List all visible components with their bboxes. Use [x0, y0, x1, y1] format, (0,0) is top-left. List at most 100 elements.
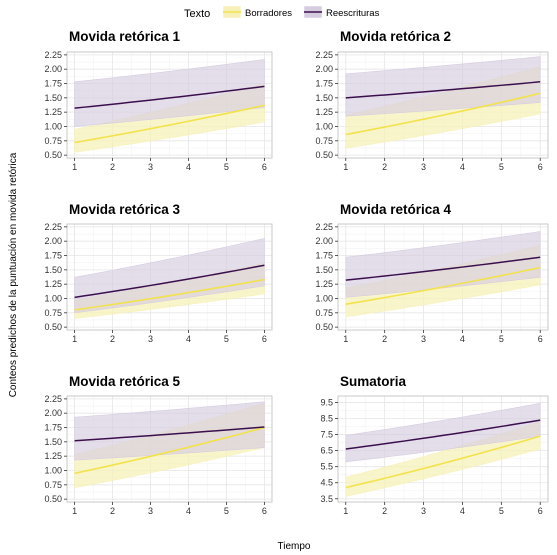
x-tick-label: 3	[421, 334, 426, 344]
x-tick-label: 6	[538, 162, 543, 172]
y-tick-label: 2.25	[44, 222, 62, 232]
y-tick-label: 0.50	[44, 494, 62, 504]
panel-title: Movida retórica 2	[340, 29, 451, 44]
y-tick-label: 1.25	[315, 279, 333, 289]
panel-border	[337, 51, 549, 159]
y-tick-label: 1.50	[44, 437, 62, 447]
x-tick-label: 3	[148, 162, 153, 172]
x-tick-label: 1	[343, 506, 348, 516]
series-line-borradores	[74, 104, 265, 144]
legend-title: Texto	[184, 8, 210, 20]
y-tick-label: 0.50	[44, 150, 62, 160]
x-tick-label: 1	[72, 162, 77, 172]
y-tick-label: 1.50	[44, 93, 62, 103]
series-line-reescrituras	[345, 419, 541, 450]
y-tick-label: 2.00	[44, 64, 62, 74]
y-tick-label: 0.50	[315, 322, 333, 332]
y-tick-label: 0.75	[315, 136, 333, 146]
y-tick-label: 0.75	[44, 308, 62, 318]
series-line-reescrituras	[74, 85, 265, 109]
panel-title: Movida retórica 1	[69, 29, 181, 44]
x-tick-label: 4	[186, 506, 191, 516]
x-tick-label: 5	[499, 334, 504, 344]
x-tick-label: 1	[72, 334, 77, 344]
x-tick-label: 2	[110, 162, 115, 172]
series-line-borradores	[74, 278, 265, 311]
y-tick-label: 1.50	[315, 265, 333, 275]
panel-border	[337, 223, 549, 331]
x-tick-label: 5	[224, 334, 229, 344]
legend: Texto Borradores Reescrituras	[184, 5, 380, 20]
panel-border	[66, 223, 273, 331]
x-tick-label: 3	[148, 334, 153, 344]
y-tick-label: 2.25	[44, 50, 62, 60]
x-tick-label: 2	[110, 334, 115, 344]
legend-label-borradores: Borradores	[245, 8, 292, 19]
confidence-band-reescrituras	[74, 59, 265, 127]
y-tick-label: 2.00	[44, 408, 62, 418]
y-tick-label: 1.75	[315, 79, 333, 89]
y-tick-label: 0.75	[44, 480, 62, 490]
x-tick-label: 6	[262, 506, 267, 516]
y-tick-label: 1.00	[44, 465, 62, 475]
x-tick-label: 1	[72, 506, 77, 516]
y-tick-label: 6.5	[320, 446, 333, 456]
y-tick-label: 5.5	[320, 462, 333, 472]
x-tick-label: 4	[460, 506, 465, 516]
series-line-borradores	[74, 426, 265, 475]
y-tick-label: 2.00	[44, 236, 62, 246]
x-tick-label: 4	[460, 162, 465, 172]
y-tick-label: 4.5	[320, 478, 333, 488]
panel-title: Movida retórica 5	[69, 374, 181, 389]
y-tick-label: 1.50	[44, 265, 62, 275]
y-tick-label: 7.5	[320, 430, 333, 440]
legend-item-borradores: Borradores	[222, 5, 292, 19]
x-tick-label: 2	[110, 506, 115, 516]
series-line-reescrituras	[74, 264, 265, 299]
y-tick-label: 2.00	[315, 64, 333, 74]
y-tick-label: 0.75	[315, 308, 333, 318]
x-tick-label: 1	[343, 162, 348, 172]
y-tick-label: 1.25	[44, 107, 62, 117]
panel-1: Movida retórica 1 0.50 0.75 1.00 1.25 1.50 1.7…	[44, 29, 273, 172]
panel-border	[66, 395, 273, 503]
confidence-band-reescrituras	[345, 231, 541, 298]
y-tick-label: 1.00	[315, 293, 333, 303]
x-tick-label: 5	[499, 506, 504, 516]
x-tick-label: 5	[499, 162, 504, 172]
legend-item-reescrituras: Reescrituras	[303, 5, 380, 19]
x-tick-label: 6	[538, 334, 543, 344]
y-tick-label: 1.25	[44, 279, 62, 289]
y-tick-label: 2.25	[315, 50, 333, 60]
confidence-band-reescrituras	[74, 237, 265, 314]
x-tick-label: 2	[382, 506, 387, 516]
x-tick-label: 4	[186, 334, 191, 344]
series-line-reescrituras	[345, 256, 541, 281]
panel-3: Movida retórica 3 0.50 0.75 1.00 1.25 1.50 1.7…	[44, 202, 273, 344]
panels: Movida retórica 1 0.50 0.75 1.00 1.25 1.50 1.7…	[44, 29, 549, 516]
confidence-band-reescrituras	[345, 56, 541, 117]
y-tick-label: 1.50	[315, 93, 333, 103]
y-tick-label: 3.5	[320, 494, 333, 504]
panel-border	[337, 395, 549, 503]
x-tick-label: 3	[421, 162, 426, 172]
series-line-borradores	[345, 435, 541, 489]
series-line-borradores	[345, 266, 541, 306]
panel-title: Movida retórica 4	[340, 202, 452, 217]
y-axis-title: Conteos predichos de la puntuación en mo…	[8, 152, 19, 397]
y-tick-label: 2.25	[315, 222, 333, 232]
y-tick-label: 1.00	[44, 121, 62, 131]
x-tick-label: 6	[538, 506, 543, 516]
confidence-band-reescrituras	[74, 401, 265, 461]
y-tick-label: 2.25	[44, 394, 62, 404]
y-tick-label: 9.5	[320, 397, 333, 407]
x-axis-title: Tiempo	[278, 541, 311, 552]
panel-2: Movida retórica 2 0.50 0.75 1.00 1.25 1.50 1.7…	[315, 29, 549, 172]
panel-5: Movida retórica 5 0.50 0.75 1.00 1.25 1.50 1.7…	[44, 374, 273, 516]
x-tick-label: 3	[148, 506, 153, 516]
panel-title: Movida retórica 3	[69, 202, 181, 217]
x-tick-label: 5	[224, 162, 229, 172]
x-tick-label: 6	[262, 162, 267, 172]
x-tick-label: 4	[460, 334, 465, 344]
